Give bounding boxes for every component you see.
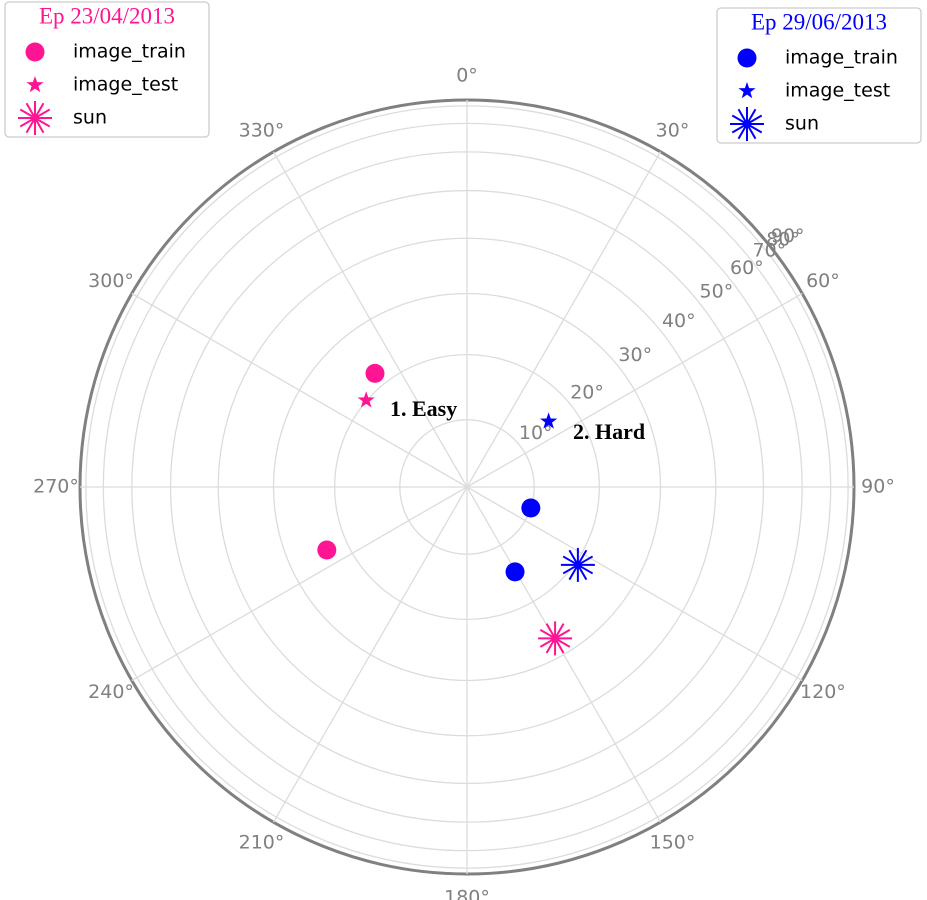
legend-box bbox=[4, 1, 210, 138]
legend-marker bbox=[26, 76, 44, 93]
legend-label: image_test bbox=[785, 80, 890, 102]
theta-tick-label: 60° bbox=[806, 270, 840, 292]
legend-box bbox=[716, 7, 922, 144]
data-point bbox=[505, 562, 525, 582]
data-layer bbox=[317, 363, 595, 656]
legend-label: image_train bbox=[73, 41, 186, 63]
marker-asterisk bbox=[560, 547, 595, 582]
legend-marker bbox=[737, 48, 757, 68]
r-tick-label: 20° bbox=[570, 382, 604, 404]
grid-line bbox=[131, 486, 468, 682]
legend-title: Ep 23/04/2013 bbox=[39, 3, 175, 28]
legend-title: Ep 29/06/2013 bbox=[751, 9, 887, 34]
marker-star bbox=[540, 412, 558, 429]
theta-tick-label: 120° bbox=[800, 681, 846, 703]
data-point bbox=[538, 621, 573, 656]
marker-star bbox=[26, 76, 44, 93]
r-tick-label: 60° bbox=[730, 257, 764, 279]
theta-tick-label: 90° bbox=[861, 476, 895, 498]
marker-star bbox=[357, 391, 375, 408]
annotation: 1. Easy bbox=[390, 396, 457, 421]
grid-line bbox=[272, 151, 468, 488]
data-point bbox=[540, 412, 558, 429]
marker-circle bbox=[25, 42, 45, 62]
theta-tick-label: 300° bbox=[88, 270, 134, 292]
grid-line bbox=[466, 292, 803, 488]
marker-circle bbox=[737, 48, 757, 68]
marker-asterisk bbox=[730, 107, 764, 141]
grid-line bbox=[466, 151, 662, 488]
legend-marker bbox=[738, 82, 756, 99]
plot-area: 0° 30° 60° 90° 120° 150° 180° 210° 240° 270° 300° 3… bbox=[33, 65, 895, 900]
grid-line bbox=[466, 486, 803, 682]
r-tick-label: 40° bbox=[662, 310, 696, 332]
data-point bbox=[317, 540, 337, 560]
r-tick-label: 70° bbox=[752, 239, 786, 261]
theta-tick-label: 150° bbox=[650, 831, 696, 853]
grid-line bbox=[466, 486, 662, 823]
marker-circle bbox=[505, 562, 525, 582]
data-point bbox=[357, 391, 375, 408]
legend-label: image_test bbox=[73, 74, 178, 96]
marker-circle bbox=[521, 498, 541, 518]
grid-line bbox=[272, 486, 468, 823]
theta-tick-label: 180° bbox=[444, 887, 490, 900]
legend-marker bbox=[18, 101, 52, 135]
legend-marker bbox=[730, 107, 764, 141]
data-point bbox=[521, 498, 541, 518]
r-tick-label: 30° bbox=[618, 344, 652, 366]
marker-asterisk bbox=[538, 621, 573, 656]
annotation: 2. Hard bbox=[573, 419, 645, 444]
r-tick-label: 90° bbox=[771, 225, 805, 247]
legend-label: image_train bbox=[785, 47, 898, 69]
theta-tick-label: 0° bbox=[456, 65, 478, 87]
marker-circle bbox=[317, 540, 337, 560]
data-point bbox=[365, 363, 385, 383]
grid-line bbox=[131, 292, 468, 488]
marker-star bbox=[738, 82, 756, 99]
theta-tick-label: 330° bbox=[239, 120, 285, 142]
data-point bbox=[560, 547, 595, 582]
marker-asterisk bbox=[18, 101, 52, 135]
theta-tick-label: 210° bbox=[239, 831, 285, 853]
theta-tick-label: 30° bbox=[656, 120, 690, 142]
legend-label: sun bbox=[785, 113, 819, 135]
r-tick-label: 80° bbox=[766, 229, 800, 251]
marker-circle bbox=[365, 363, 385, 383]
theta-tick-label: 240° bbox=[88, 681, 134, 703]
legend-marker bbox=[25, 42, 45, 62]
legend-label: sun bbox=[73, 107, 107, 129]
r-tick-label: 50° bbox=[700, 281, 734, 303]
theta-tick-label: 270° bbox=[33, 476, 79, 498]
